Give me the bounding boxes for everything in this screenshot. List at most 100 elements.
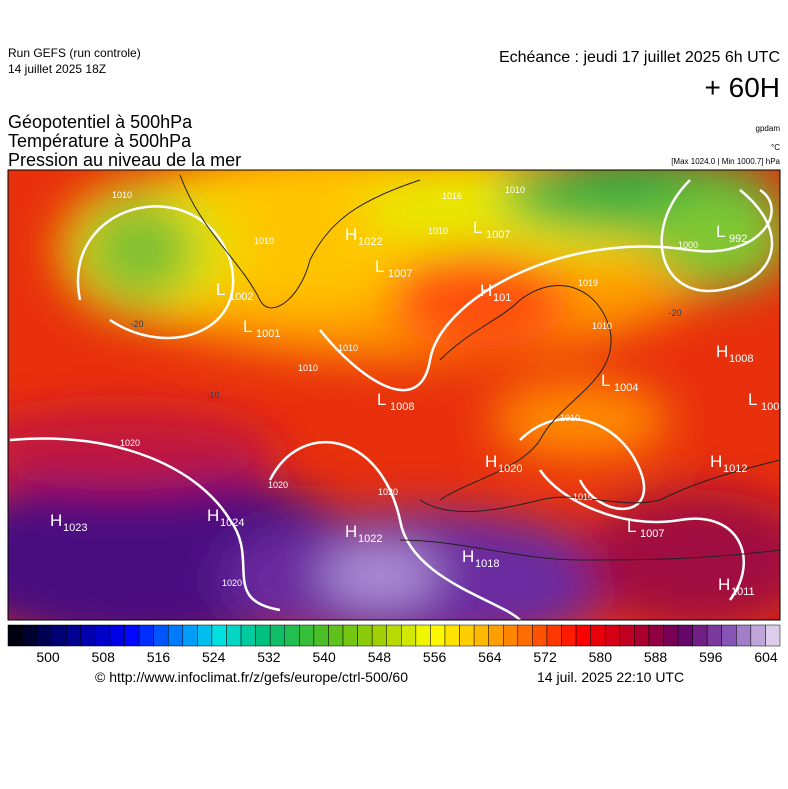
center-kind: H [50,511,62,530]
colorbar-swatch [269,624,286,647]
colorbar-swatch [284,624,300,647]
valid-time: Echéance : jeudi 17 juillet 2025 6h UTC [499,49,780,66]
colorbar-tick-label: 556 [423,649,447,665]
colorbar-tick-label: 508 [92,649,116,665]
center-kind: H [207,506,219,525]
colorbar-swatch [488,624,504,647]
colorbar-swatch [648,624,664,647]
colorbar-swatch [692,624,708,647]
colorbar-swatch [22,624,38,647]
colorbar: 500 508 516 524 532 540 548 556 564 572 580 588 596 6… [7,624,781,665]
center-value: 1018 [475,558,499,570]
colorbar-tick-label: 540 [312,649,336,665]
pressure-center: H 1023 [50,511,87,534]
colorbar-swatch [197,624,213,647]
center-kind: L [601,371,610,390]
center-value: 100 [761,401,779,413]
colorbar-swatch [109,624,125,647]
colorbar-swatch [575,624,591,647]
field-label: Géopotentiel à 500hPa [8,112,193,132]
pressure-center: H 1012 [710,452,747,475]
center-kind: L [377,390,386,409]
isobar-label: 1020 [378,487,398,497]
colorbar-tick-label: 596 [699,649,723,665]
colorbar-swatch [167,624,184,647]
pressure-center: H 1022 [345,225,382,248]
center-value: 1008 [729,353,753,365]
isobar-label: 1020 [120,438,140,448]
colorbar-swatch [444,624,460,647]
center-value: 1022 [358,236,382,248]
colorbar-swatch [36,624,52,647]
source-link: © http://www.infoclimat.fr/z/gefs/europe… [95,669,408,685]
center-kind: L [216,280,225,299]
pressure-center: H 1020 [485,452,522,475]
run-label: Run GEFS (run controle) [8,46,141,60]
center-value: 1024 [220,517,244,529]
colorbar-swatch [255,624,271,647]
center-value: 1004 [614,382,638,394]
colorbar-tick-label: 588 [644,649,668,665]
isobar-label: 1010 [428,226,448,236]
temperature-label: -10 [206,390,219,400]
isobar-label: 1010 [338,343,358,353]
center-kind: H [485,452,497,471]
center-value: 1020 [498,463,522,475]
pressure-center: H 1024 [207,506,244,529]
center-value: 1007 [640,528,664,540]
colorbar-swatch [80,624,96,647]
unit-label: gpdam [756,124,781,133]
colorbar-tick-label: 516 [147,649,171,665]
isobar-label: 1019 [578,278,598,288]
run-date: 14 juillet 2025 18Z [8,62,106,76]
isobar-label: 1020 [268,480,288,490]
isobar-label: 1010 [573,492,593,502]
colorbar-swatch [663,624,679,647]
isobar-label: 1010 [560,413,580,423]
isobar-label: 1020 [222,578,242,588]
isobars [9,179,774,620]
pressure-center: L 1007 [627,517,664,540]
colorbar-swatch [517,624,533,647]
map-frame [7,169,781,621]
colorbar-tick-label: 532 [257,649,281,665]
colorbar-swatch [371,624,387,647]
colorbar-swatch [561,624,577,647]
temperature-label: -20 [668,308,681,318]
colorbar-swatch [328,624,344,647]
field-label: Température à 500hPa [8,131,192,151]
pressure-center: H 1018 [462,547,499,570]
field-label: Pression au niveau de la mer [8,150,241,170]
colorbar-swatch [153,624,169,647]
center-value: 1001 [256,328,280,340]
generated-time: 14 juil. 2025 22:10 UTC [537,669,684,685]
colorbar-swatch [386,624,402,647]
colorbar-swatch [677,624,693,647]
unit-label: [Max 1024.0 | Min 1000.7] hPa [671,157,780,166]
pressure-center: L 1008 [377,390,414,413]
colorbar-tick-label: 580 [589,649,613,665]
isobar-label: 1000 [678,240,698,250]
coastlines [179,174,780,561]
pressure-center: L 992 [716,222,747,245]
center-kind: L [627,517,636,536]
center-value: 1022 [358,533,382,545]
center-kind: H [716,342,728,361]
colorbar-swatch [66,624,82,647]
colorbar-swatch [721,624,737,647]
colorbar-swatch [95,624,111,647]
lead-time: + 60H [705,72,781,103]
center-kind: L [716,222,725,241]
center-kind: H [345,225,357,244]
center-kind: L [748,390,757,409]
colorbar-swatch [619,624,635,647]
center-value: 1011 [731,586,755,598]
map-field [8,170,780,620]
center-value: 992 [729,233,747,245]
isobar-label: 1010 [254,236,274,246]
isobar-label: 1010 [505,185,525,195]
pressure-center: L 1007 [375,257,412,280]
temperature-label: -20 [130,319,143,329]
colorbar-tick-label: 500 [36,649,60,665]
